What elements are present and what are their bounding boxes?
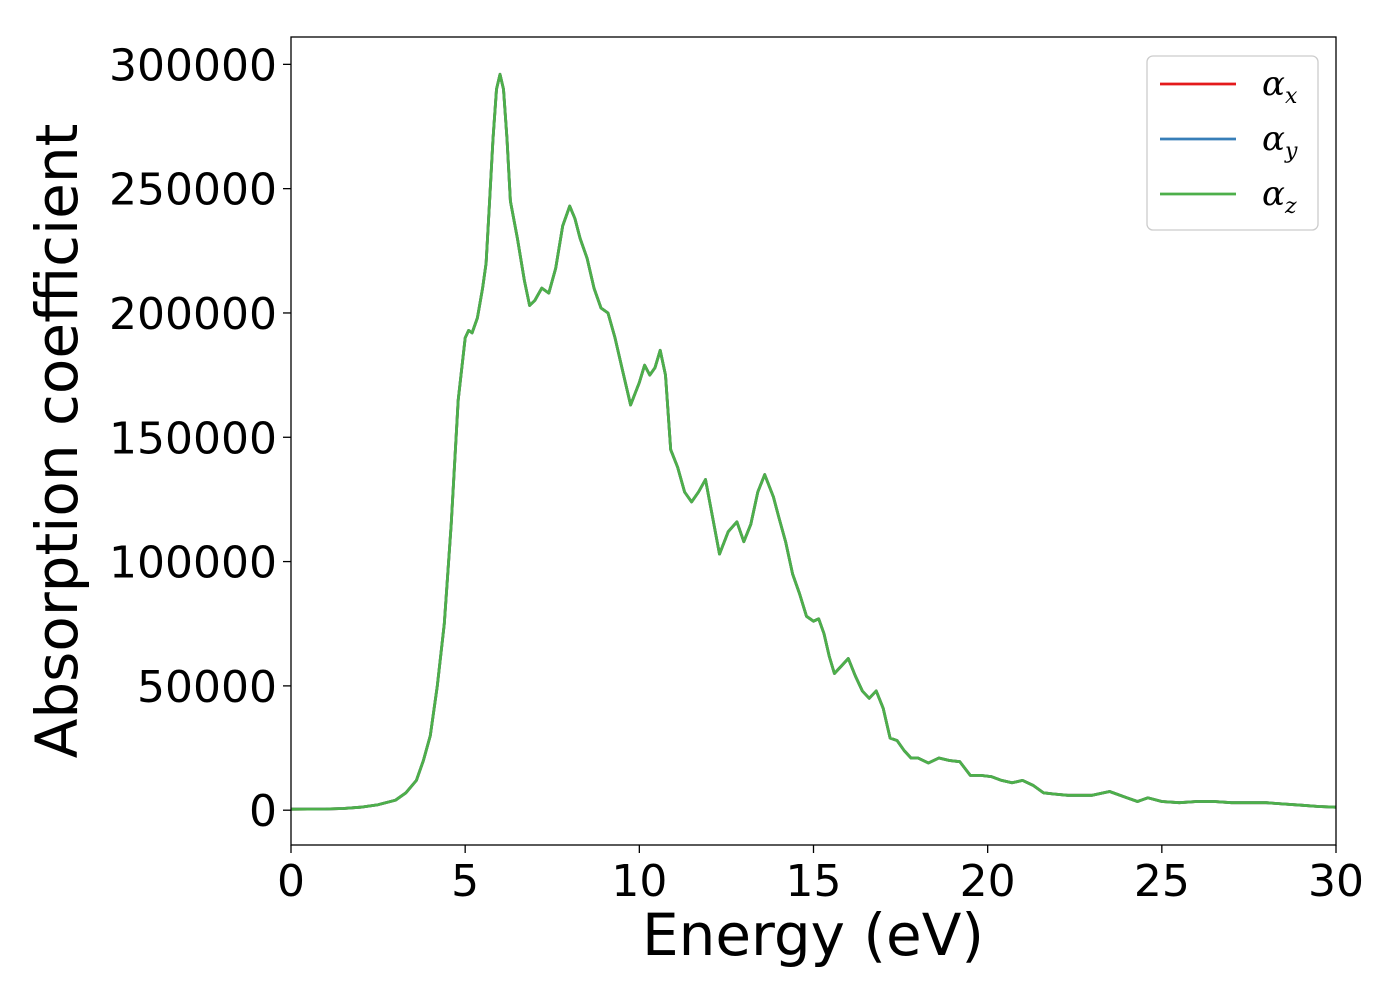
legend-subscript: z xyxy=(1284,194,1297,219)
y-tick-label: 150000 xyxy=(109,413,277,464)
legend-subscript: x xyxy=(1285,84,1298,109)
x-tick-label: 10 xyxy=(611,856,667,907)
x-tick-label: 5 xyxy=(451,856,479,907)
x-tick-label: 20 xyxy=(960,856,1016,907)
y-tick-label: 250000 xyxy=(109,165,277,216)
y-tick-label: 0 xyxy=(249,786,277,837)
series-line-alpha-z xyxy=(290,72,1337,811)
x-tick-label: 15 xyxy=(786,856,842,907)
legend-label-alpha-y: αy xyxy=(1262,119,1298,164)
legend-label-alpha-x: αx xyxy=(1262,64,1298,109)
x-tick-label: 30 xyxy=(1308,856,1364,907)
series-layer xyxy=(290,72,1337,811)
x-axis-title: Energy (eV) xyxy=(642,901,984,969)
x-axis: 0 5 10 15 20 25 30 xyxy=(277,845,1364,907)
legend-frame xyxy=(1146,55,1319,231)
y-tick-label: 100000 xyxy=(109,538,277,589)
legend-label-alpha-z: αz xyxy=(1262,174,1297,219)
y-tick-label: 50000 xyxy=(137,662,277,713)
legend-subscript: y xyxy=(1284,139,1298,164)
legend-symbol: α xyxy=(1262,119,1285,159)
x-tick-label: 25 xyxy=(1134,856,1190,907)
y-tick-label: 200000 xyxy=(109,289,277,340)
legend-symbol: α xyxy=(1262,64,1285,104)
y-axis: 0 50000 100000 150000 200000 250000 300000 xyxy=(109,40,291,837)
x-tick-label: 0 xyxy=(277,856,305,907)
legend-symbol: α xyxy=(1262,174,1285,214)
y-tick-label: 300000 xyxy=(109,40,277,91)
y-axis-title: Absorption coefficient xyxy=(23,124,91,759)
